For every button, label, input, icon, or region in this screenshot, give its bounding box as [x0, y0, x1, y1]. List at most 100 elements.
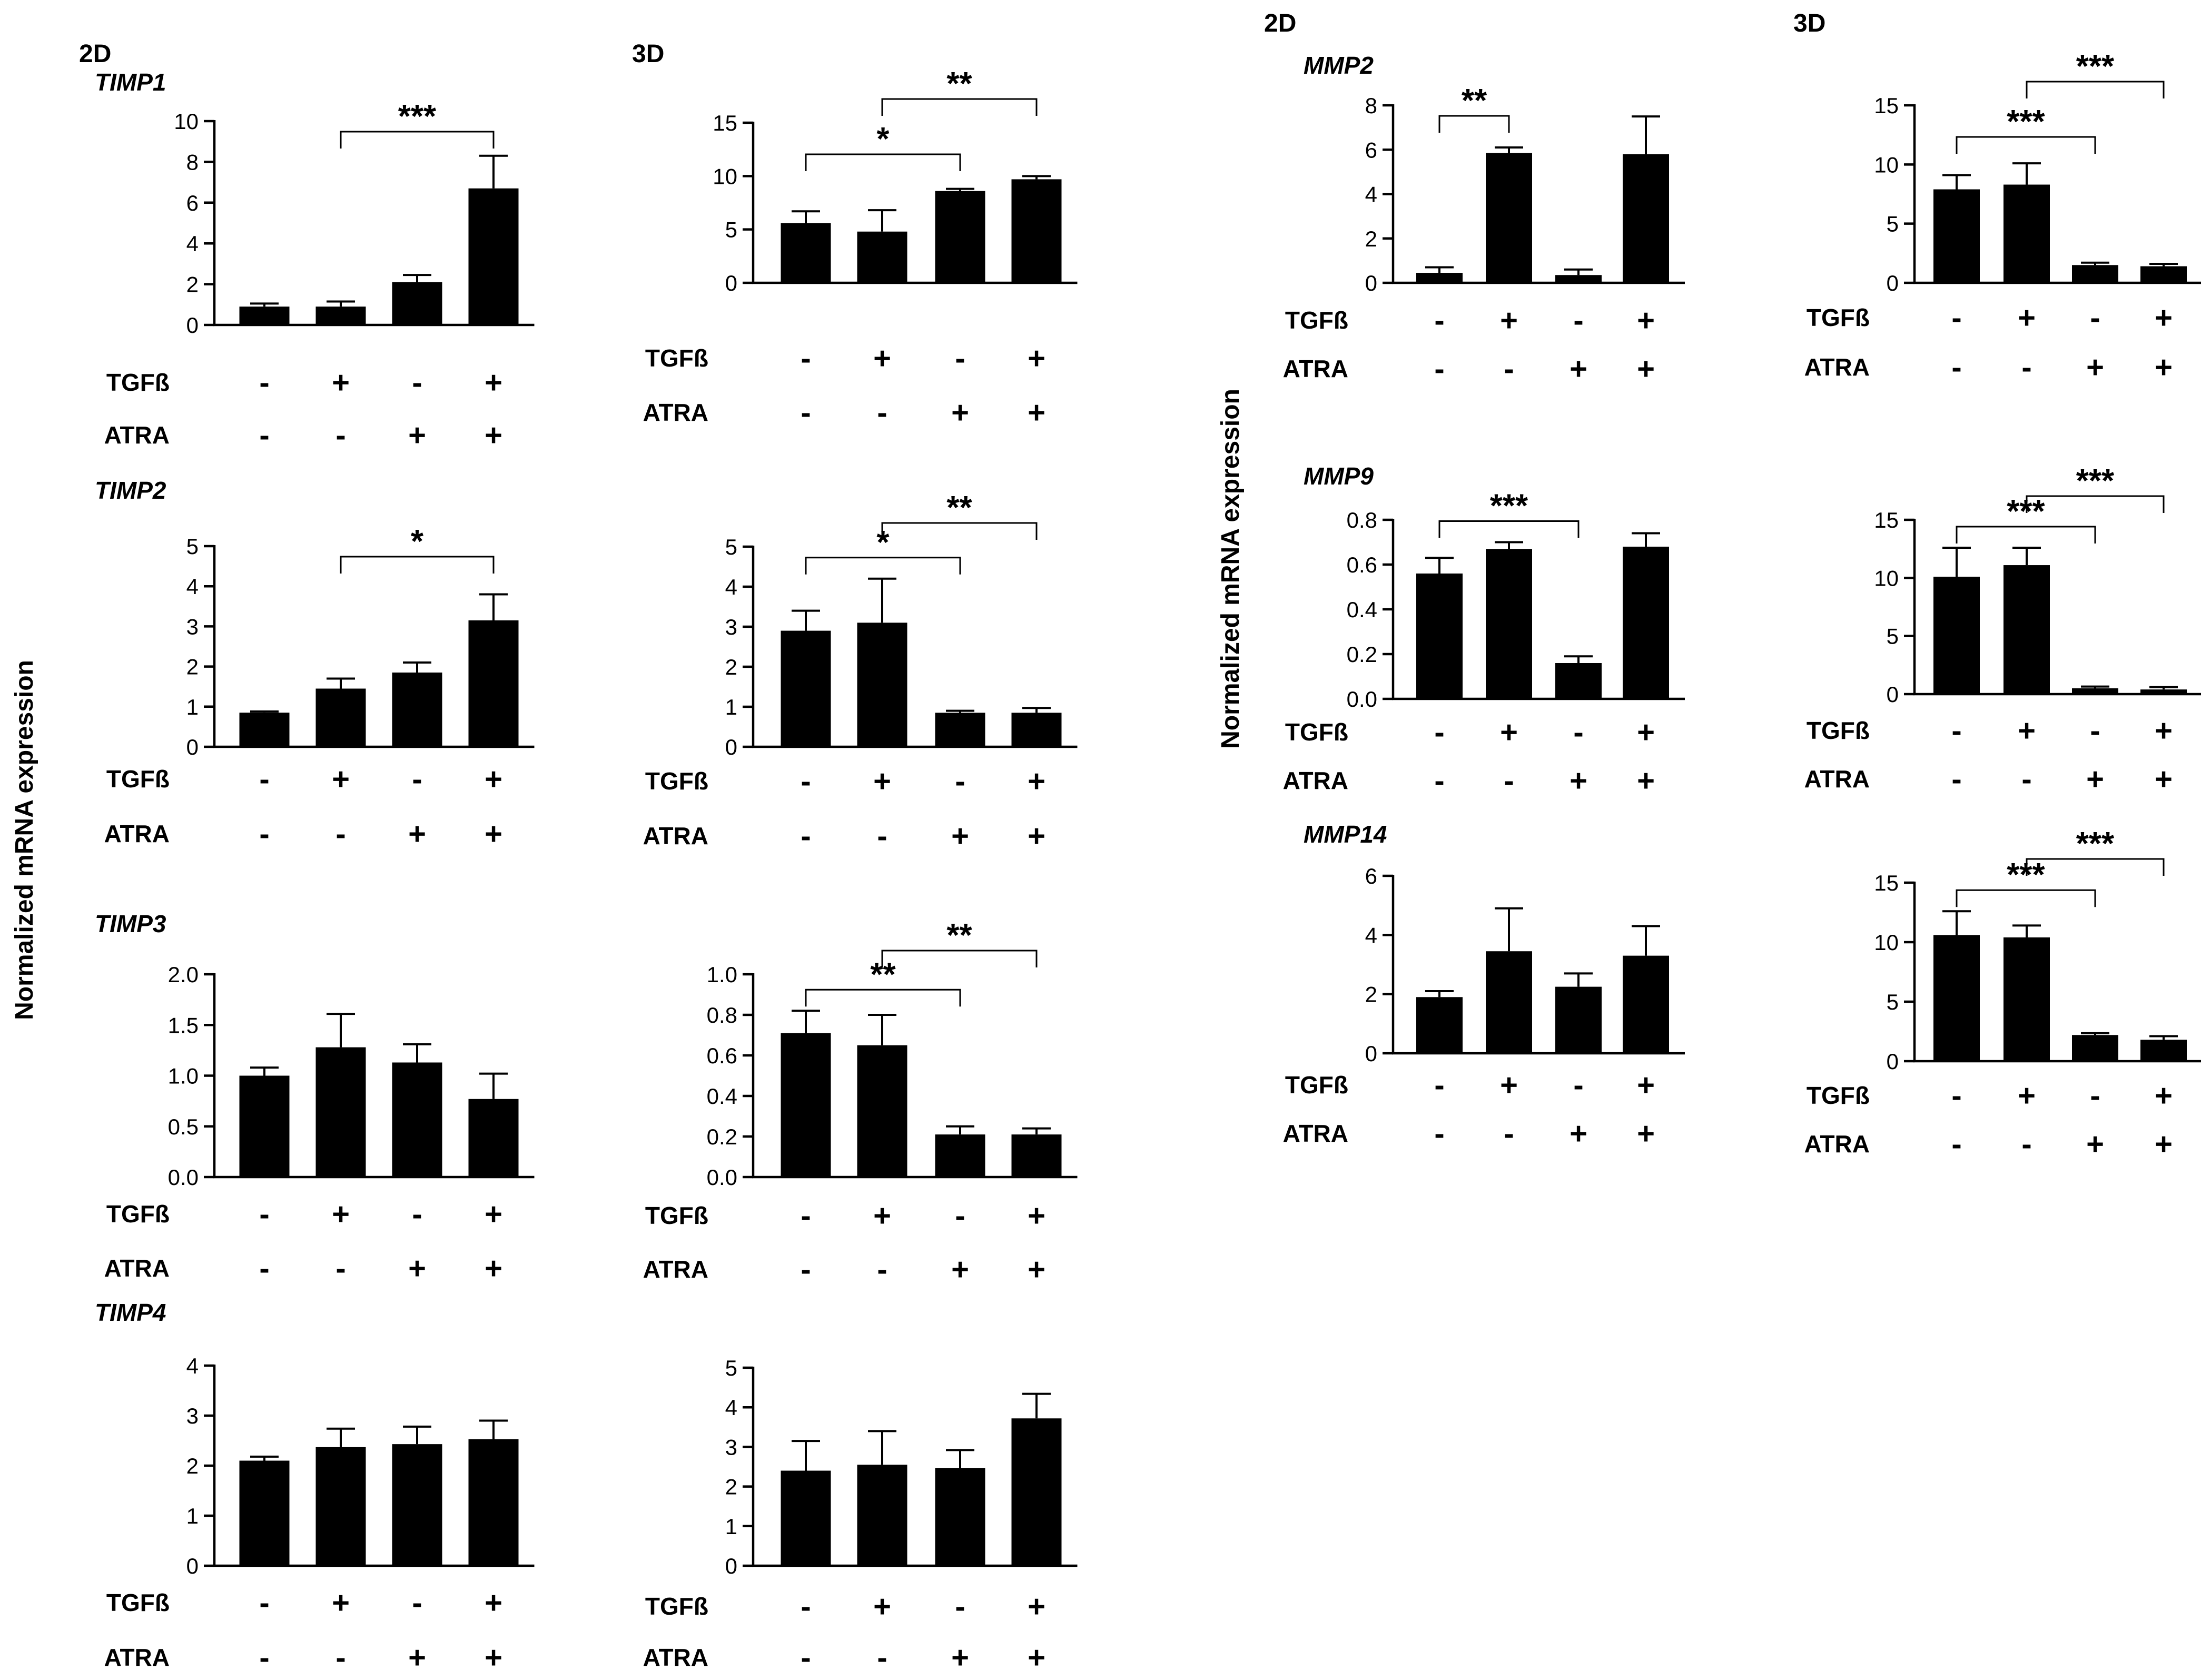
atra-row-label: ATRA — [1804, 353, 1870, 381]
atra-sign: + — [1028, 819, 1045, 853]
bar — [781, 1033, 831, 1177]
bar — [781, 630, 831, 747]
bar — [2072, 265, 2118, 283]
tgfb-sign: - — [259, 762, 269, 796]
y-tick-label: 3 — [186, 1404, 199, 1428]
significance-bracket: ** — [1438, 83, 1510, 133]
y-tick-label: 3 — [725, 615, 737, 639]
chart-timp2-2d: TIMP2 0 1 2 3 4 5 * TGFß - + - + ATRA - - + + — [95, 477, 535, 851]
y-tick-label: 0 — [186, 1554, 199, 1578]
y-tick-label: 0 — [725, 1554, 737, 1578]
bar — [1623, 955, 1669, 1053]
y-tick-label: 1 — [186, 1504, 199, 1528]
y-tick-label: 10 — [1874, 152, 1899, 177]
tgfb-sign: - — [1573, 1068, 1583, 1102]
tgfb-sign: + — [1637, 715, 1655, 749]
atra-sign: - — [1504, 352, 1514, 386]
atra-sign: + — [485, 1641, 502, 1675]
significance-bracket: *** — [340, 98, 495, 149]
y-axis-label-left: Normalized mRNA expression — [11, 660, 38, 1020]
atra-row-label: ATRA — [643, 1644, 708, 1671]
tgfb-sign: + — [873, 341, 891, 375]
bar — [315, 1047, 366, 1177]
y-tick-label: 0.0 — [707, 1165, 737, 1190]
bar — [315, 1447, 366, 1566]
chart-mmp9-2d: MMP9 0.0 0.2 0.4 0.6 0.8 *** TGFß - + - + ATRA - - + + — [1283, 462, 1685, 798]
tgfb-sign: - — [259, 365, 269, 400]
bracket-line — [1438, 115, 1510, 133]
y-tick-label: 6 — [1365, 864, 1377, 888]
atra-sign: - — [1504, 1116, 1514, 1151]
atra-sign: - — [335, 418, 346, 452]
tgfb-sign: + — [2018, 714, 2036, 748]
bar — [239, 1460, 290, 1566]
significance-label: * — [876, 121, 890, 157]
tgfb-sign: - — [1434, 1068, 1444, 1102]
y-tick-label: 2 — [1365, 226, 1377, 251]
tgfb-sign: + — [1028, 764, 1045, 798]
atra-sign: - — [259, 1641, 269, 1675]
bar — [1933, 189, 1980, 283]
atra-sign: + — [1028, 1252, 1045, 1287]
bar — [239, 307, 290, 325]
bracket-line — [1956, 889, 2096, 907]
chart-timp4-3d: 0 1 2 3 4 5 TGFß - + - + ATRA - - + + — [643, 1356, 1078, 1675]
atra-sign: + — [408, 1251, 426, 1286]
atra-row-label: ATRA — [104, 1644, 170, 1671]
bar — [468, 620, 519, 747]
atra-sign: - — [335, 817, 346, 851]
y-tick-label: 15 — [1874, 93, 1899, 118]
significance-label: ** — [1462, 83, 1487, 119]
tgfb-sign: - — [412, 1586, 422, 1620]
bracket-line — [805, 153, 961, 171]
y-tick-label: 4 — [725, 575, 737, 599]
chart-timp3-2d: TIMP3 0.0 0.5 1.0 1.5 2.0 TGFß - + - + ATRA - - + + — [95, 910, 535, 1286]
atra-sign: + — [2086, 762, 2104, 796]
significance-label: *** — [2007, 104, 2045, 140]
tgfb-sign: - — [955, 1589, 965, 1624]
atra-sign: + — [1570, 764, 1587, 798]
tgfb-sign: - — [2090, 714, 2100, 748]
header-timp-2d: 2D — [79, 40, 111, 68]
y-tick-label: 2 — [186, 1454, 199, 1478]
y-tick-label: 15 — [1874, 871, 1899, 895]
tgfb-sign: - — [412, 762, 422, 796]
y-tick-label: 0.6 — [1347, 552, 1377, 577]
atra-row-label: ATRA — [1283, 1120, 1348, 1147]
bar — [935, 191, 985, 283]
bracket-line — [340, 131, 495, 149]
y-tick-label: 6 — [186, 191, 199, 215]
atra-sign: - — [801, 1641, 811, 1675]
tgfb-sign: + — [2155, 714, 2173, 748]
chart-mmp2-2d: MMP2 0 2 4 6 8 ** TGFß - + - + ATRA - - + + — [1283, 52, 1685, 386]
chart-title: TIMP4 — [95, 1299, 166, 1326]
y-tick-label: 0 — [725, 735, 737, 759]
y-tick-label: 0 — [1365, 1041, 1377, 1066]
y-tick-label: 6 — [1365, 137, 1377, 162]
y-tick-label: 10 — [174, 109, 199, 134]
tgfb-sign: + — [485, 365, 502, 400]
tgfb-sign: - — [1951, 714, 1961, 748]
y-tick-label: 5 — [725, 1356, 737, 1380]
atra-sign: + — [2155, 1127, 2173, 1161]
y-tick-label: 0.0 — [168, 1165, 199, 1190]
y-tick-label: 4 — [186, 574, 199, 599]
y-tick-label: 10 — [1874, 566, 1899, 590]
significance-label: *** — [398, 98, 437, 135]
atra-sign: + — [2086, 350, 2104, 384]
tgfb-sign: - — [955, 764, 965, 798]
y-tick-label: 3 — [725, 1435, 737, 1459]
significance-bracket: *** — [2026, 48, 2165, 98]
atra-sign: - — [1434, 764, 1444, 798]
tgfb-sign: - — [1434, 303, 1444, 338]
tgfb-sign: + — [485, 762, 502, 796]
tgfb-sign: + — [332, 1586, 350, 1620]
tgfb-sign: - — [259, 1197, 269, 1231]
tgfb-sign: + — [1500, 1068, 1518, 1102]
bar — [857, 622, 907, 747]
atra-row-label: ATRA — [1283, 767, 1348, 794]
y-tick-label: 5 — [1887, 624, 1899, 649]
atra-sign: - — [877, 819, 887, 853]
bar — [315, 307, 366, 325]
